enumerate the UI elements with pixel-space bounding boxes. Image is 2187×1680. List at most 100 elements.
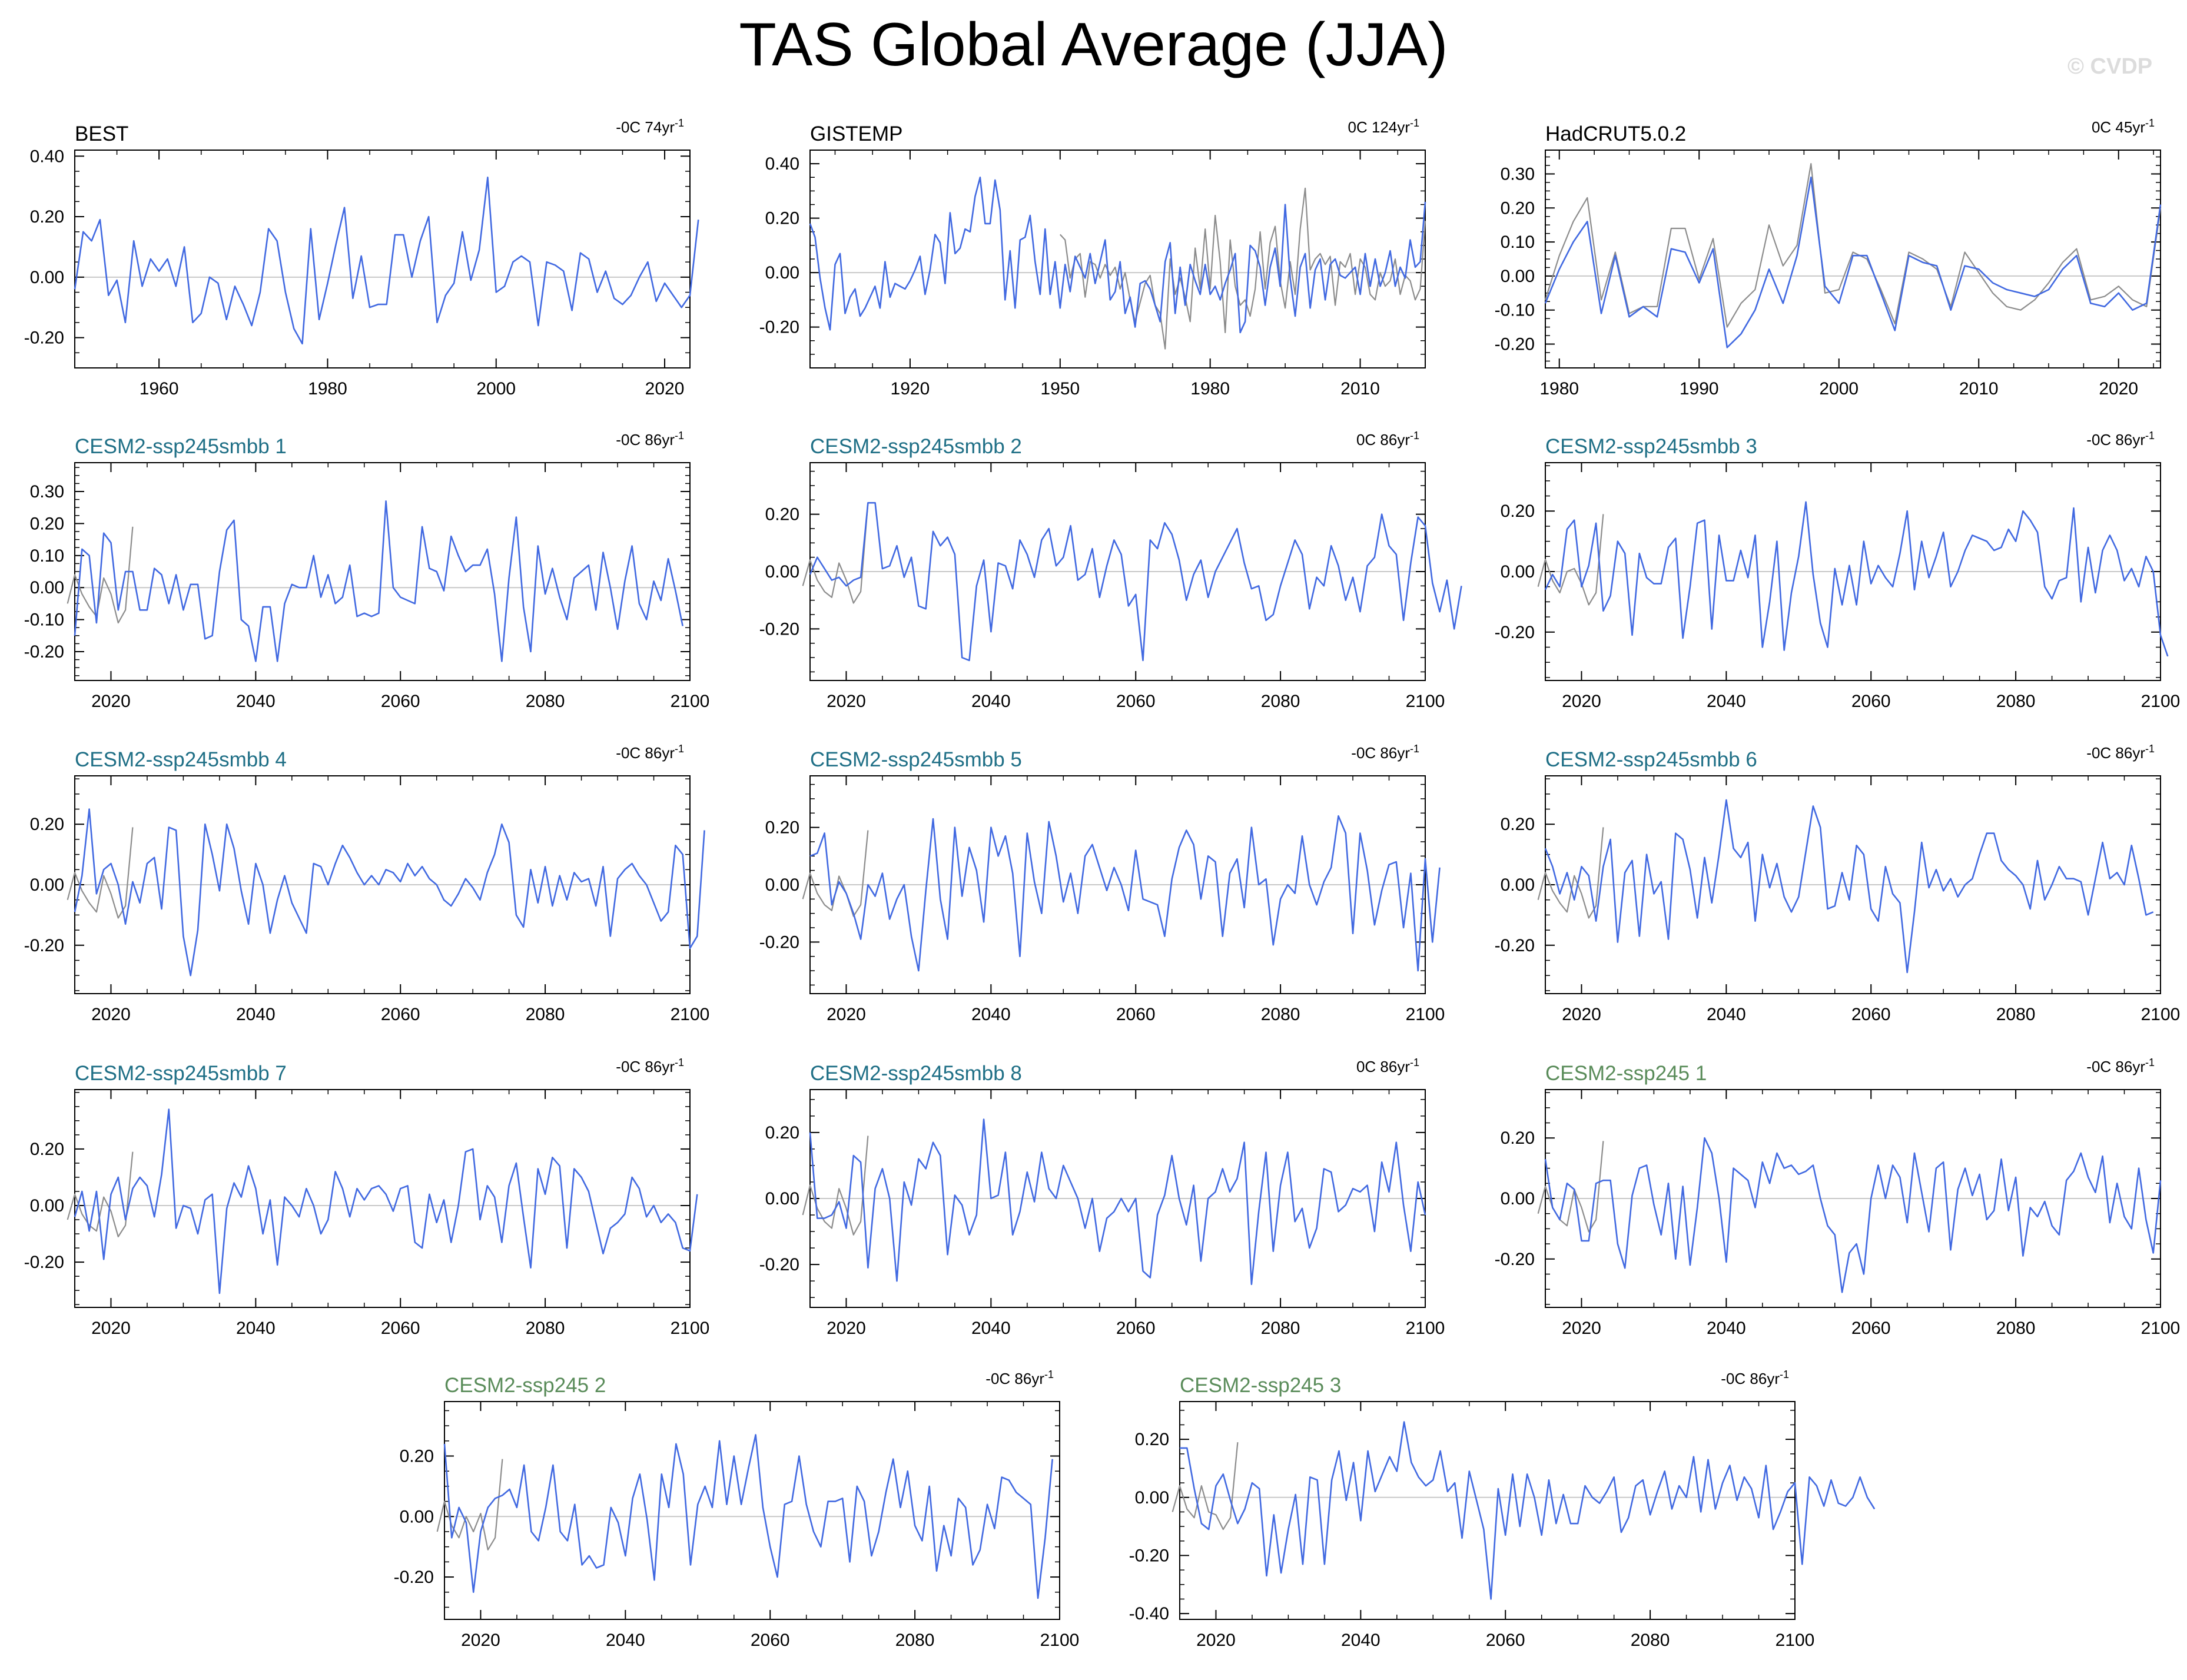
x-tick-label: 2040 xyxy=(1707,1319,1746,1338)
x-tick-label: 2080 xyxy=(526,1005,565,1024)
panel-title: CESM2-ssp245smbb 2 xyxy=(810,435,1022,458)
y-tick-label: 0.00 xyxy=(1501,267,1535,286)
figure-title: TAS Global Average (JJA) xyxy=(739,11,1448,79)
panel-title: CESM2-ssp245smbb 1 xyxy=(75,435,287,458)
y-tick-label: -0.20 xyxy=(759,1255,799,1274)
series-line-obs-overlay xyxy=(1537,827,1604,919)
y-tick-label: -0.20 xyxy=(24,936,64,955)
y-tick-label: 0.00 xyxy=(765,263,799,283)
x-tick-label: 2060 xyxy=(1851,692,1891,711)
y-tick-label: 0.00 xyxy=(765,1189,799,1208)
x-tick-label: 2040 xyxy=(236,692,276,711)
x-tick-label: 1980 xyxy=(1539,379,1579,399)
x-tick-label: 2020 xyxy=(91,1005,131,1024)
y-tick-label: -0.20 xyxy=(1495,936,1535,955)
trend-label: -0C 86yr-1 xyxy=(616,1057,684,1075)
x-tick-label: 2100 xyxy=(1776,1631,1815,1650)
x-tick-label: 2040 xyxy=(606,1631,645,1650)
panel-title: CESM2-ssp245smbb 3 xyxy=(1545,435,1757,458)
panel-title: GISTEMP xyxy=(810,122,903,145)
panel-13: 0.20 0.00 -0.20 2020 2040 2060 2080 2100 CESM2-s… xyxy=(394,1369,1080,1650)
panel-title: CESM2-ssp245 3 xyxy=(1180,1374,1341,1397)
panel-title: CESM2-ssp245smbb 6 xyxy=(1545,748,1757,771)
x-tick-label: 2080 xyxy=(1996,692,2036,711)
panel-title: CESM2-ssp245smbb 7 xyxy=(75,1062,287,1085)
cvdp-watermark: © CVDP xyxy=(2067,54,2153,79)
x-tick-label: 2020 xyxy=(1196,1631,1236,1650)
x-tick-label: 2100 xyxy=(1040,1631,1080,1650)
y-tick-label: -0.20 xyxy=(759,318,799,337)
x-tick-label: 2080 xyxy=(1631,1631,1670,1650)
x-tick-label: 2060 xyxy=(1116,1005,1156,1024)
x-tick-label: 2080 xyxy=(895,1631,935,1650)
y-tick-label: 0.40 xyxy=(30,147,64,166)
y-tick-label: 0.00 xyxy=(1135,1488,1169,1508)
series-line-obs-overlay xyxy=(802,503,869,604)
y-tick-label: 0.30 xyxy=(1501,164,1535,184)
trend-label: -0C 86yr-1 xyxy=(2086,743,2155,762)
panel-title: CESM2-ssp245smbb 8 xyxy=(810,1062,1022,1085)
series-line xyxy=(809,1118,1426,1286)
x-tick-label: 2020 xyxy=(827,692,866,711)
y-tick-label: -0.10 xyxy=(24,610,64,630)
series-line-obs-overlay xyxy=(1537,514,1604,606)
x-tick-label: 2040 xyxy=(1707,692,1746,711)
series-line-obs-overlay xyxy=(67,827,134,919)
x-tick-label: 1990 xyxy=(1680,379,1719,399)
x-tick-label: 1920 xyxy=(891,379,930,399)
x-tick-label: 2010 xyxy=(1959,379,1999,399)
x-tick-label: 2020 xyxy=(461,1631,500,1650)
series-line xyxy=(809,502,1462,662)
y-tick-label: 0.20 xyxy=(1501,815,1535,834)
x-tick-label: 2100 xyxy=(1406,692,1445,711)
panel-1: 0.40 0.20 0.00 -0.20 1960 1980 2000 2020 BEST -0C… xyxy=(24,117,699,399)
trend-label: 0C 124yr-1 xyxy=(1348,117,1419,136)
x-tick-label: 2060 xyxy=(381,1319,420,1338)
y-tick-label: 0.00 xyxy=(1501,562,1535,582)
panel-12: 0.20 0.00 -0.20 2020 2040 2060 2080 2100 CESM2-s… xyxy=(1495,1057,2181,1338)
series-line xyxy=(1544,176,2162,348)
panel-10: 0.20 0.00 -0.20 2020 2040 2060 2080 2100 CESM2-s… xyxy=(24,1057,710,1338)
y-tick-label: -0.40 xyxy=(1129,1604,1169,1623)
y-tick-label: -0.20 xyxy=(24,1253,64,1272)
x-tick-label: 2020 xyxy=(1562,1319,1601,1338)
panel-title: CESM2-ssp245smbb 5 xyxy=(810,748,1022,771)
panel-5: 0.20 0.00 -0.20 2020 2040 2060 2080 2100 CESM2-s… xyxy=(759,430,1462,711)
trend-label: -0C 86yr-1 xyxy=(616,430,684,449)
x-tick-label: 2080 xyxy=(1996,1319,2036,1338)
x-tick-label: 2040 xyxy=(1707,1005,1746,1024)
y-tick-label: 0.10 xyxy=(1501,233,1535,252)
y-tick-label: 0.00 xyxy=(30,1196,64,1216)
y-tick-label: -0.10 xyxy=(1495,301,1535,320)
y-tick-label: 0.00 xyxy=(765,562,799,582)
x-tick-label: 2060 xyxy=(1116,1319,1156,1338)
trend-label: 0C 45yr-1 xyxy=(2092,117,2155,136)
x-tick-label: 2100 xyxy=(671,1319,710,1338)
panel-9: 0.20 0.00 -0.20 2020 2040 2060 2080 2100 CESM2-s… xyxy=(1495,743,2181,1024)
trend-label: -0C 74yr-1 xyxy=(616,117,684,136)
series-line xyxy=(74,500,683,662)
x-tick-label: 2100 xyxy=(671,692,710,711)
y-tick-label: 0.20 xyxy=(30,815,64,834)
panel-11: 0.20 0.00 -0.20 2020 2040 2060 2080 2100 CESM2-s… xyxy=(759,1057,1445,1338)
plot-frame xyxy=(1179,1401,1796,1620)
trend-label: -0C 86yr-1 xyxy=(2086,430,2155,449)
x-tick-label: 2060 xyxy=(1851,1319,1891,1338)
x-tick-label: 2080 xyxy=(1996,1005,2036,1024)
x-tick-label: 2060 xyxy=(751,1631,790,1650)
x-tick-label: 2040 xyxy=(971,692,1011,711)
y-tick-label: -0.20 xyxy=(394,1568,434,1587)
y-tick-label: -0.20 xyxy=(759,932,799,952)
x-tick-label: 2060 xyxy=(1486,1631,1525,1650)
plot-frame xyxy=(809,150,1426,368)
y-tick-label: 0.20 xyxy=(30,207,64,227)
x-tick-label: 2040 xyxy=(971,1319,1011,1338)
series-line-obs-overlay xyxy=(1544,163,2162,328)
x-tick-label: 2020 xyxy=(2099,379,2138,399)
x-tick-label: 2100 xyxy=(2141,1319,2181,1338)
plot-frame xyxy=(74,462,691,681)
x-tick-label: 2080 xyxy=(1261,692,1300,711)
y-tick-label: 0.40 xyxy=(765,154,799,174)
series-line xyxy=(74,1108,698,1294)
